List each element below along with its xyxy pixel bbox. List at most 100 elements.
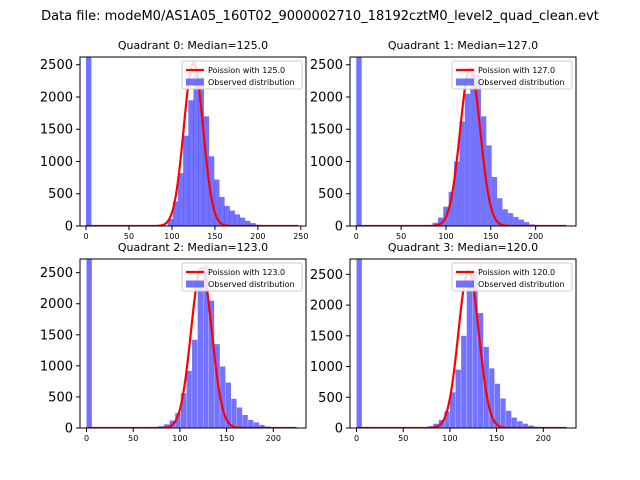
histogram-bar: [248, 419, 254, 428]
histogram-bar: [518, 219, 524, 226]
histogram-bar: [186, 370, 192, 428]
legend: Poission with 125.0 Observed distribution: [181, 60, 303, 90]
y-tick-label: 0: [65, 422, 73, 437]
histogram-bar: [193, 72, 199, 226]
histogram-bar: [259, 424, 265, 428]
histogram-bar: [523, 222, 530, 226]
histogram-bar: [466, 280, 473, 428]
figure-suptitle: Data file: modeM0/AS1A05_160T02_90000027…: [41, 9, 599, 24]
y-tick-label: 2500: [40, 266, 73, 281]
histogram-bar: [188, 100, 194, 226]
histogram-bar: [437, 217, 444, 226]
histogram-bar: [183, 135, 189, 226]
y-tick-label: 2000: [40, 90, 73, 105]
y-tick-label: 1500: [40, 123, 73, 138]
legend-patch-swatch: [186, 280, 204, 288]
histogram-bar: [522, 423, 529, 428]
x-tick-label: 100: [172, 434, 187, 443]
subplot-title: Quadrant 1: Median=127.0: [388, 39, 538, 52]
histogram-bar: [464, 93, 471, 226]
x-tick-label: 150: [483, 232, 498, 241]
histogram-bar: [203, 265, 209, 428]
histogram-bar: [502, 209, 508, 226]
y-tick-label: 1000: [310, 360, 343, 375]
plot-area: [86, 259, 297, 428]
legend-patch-swatch: [456, 280, 474, 288]
histogram-bar: [208, 300, 215, 428]
histogram-bar: [448, 191, 455, 226]
y-tick-label: 1500: [310, 329, 343, 344]
y-tick-label: 2000: [40, 297, 73, 312]
histogram-bar: [480, 116, 487, 226]
x-tick-label: 200: [536, 434, 551, 443]
histogram-bar: [454, 161, 460, 226]
histogram-bar: [208, 156, 215, 226]
x-tick-label: 100: [438, 232, 453, 241]
histogram-bar: [433, 423, 439, 428]
legend-label: Observed distribution: [478, 280, 565, 289]
subplot-quadrant-0: Quadrant 0: Median=125.00500100015002000…: [40, 39, 309, 241]
histogram-bar: [197, 282, 203, 428]
histogram-bar: [455, 369, 461, 428]
y-tick-label: 2000: [310, 299, 343, 314]
histogram-bar: [231, 398, 237, 428]
histogram-bar: [244, 220, 251, 226]
poisson-fit-line: [86, 266, 297, 428]
histogram-bar: [500, 398, 506, 428]
x-tick-label: 200: [528, 232, 543, 241]
y-tick-label: 500: [318, 391, 343, 406]
histogram-bar: [253, 422, 260, 428]
histogram-bar: [220, 366, 226, 428]
y-tick-label: 1000: [40, 359, 73, 374]
y-tick-label: 1500: [310, 123, 343, 138]
legend-patch-swatch: [186, 78, 204, 86]
histogram-bar: [494, 383, 501, 428]
histogram-bar: [491, 176, 498, 226]
histogram-bar: [459, 121, 465, 226]
y-tick-label: 1500: [40, 328, 73, 343]
axes-frame: [79, 56, 307, 227]
y-tick-label: 1000: [310, 155, 343, 170]
legend-box: [181, 60, 303, 90]
x-tick-label: 50: [396, 232, 406, 241]
histogram-bar: [470, 67, 476, 226]
histogram-bar: [511, 417, 517, 428]
legend-box: [181, 262, 303, 292]
y-tick-label: 500: [318, 187, 343, 202]
legend: Poission with 127.0 Observed distribution: [451, 60, 573, 90]
x-tick-label: 50: [128, 434, 138, 443]
legend-box: [451, 60, 573, 90]
histogram-bar: [86, 259, 92, 428]
histogram-bar: [214, 344, 220, 428]
x-tick-label: 50: [398, 434, 408, 443]
histogram-bar: [167, 218, 174, 226]
x-tick-label: 200: [266, 434, 281, 443]
x-tick-label: 200: [250, 232, 265, 241]
histogram-bar: [250, 223, 256, 226]
histogram-bar: [214, 179, 220, 226]
histogram-bar: [505, 410, 512, 428]
histogram-bar: [475, 74, 481, 226]
y-tick-label: 1000: [40, 155, 73, 170]
histogram-bar: [198, 76, 204, 226]
histogram-bar: [356, 57, 362, 226]
y-tick-label: 2000: [310, 90, 343, 105]
axes-frame: [349, 258, 577, 429]
y-tick-label: 500: [48, 390, 73, 405]
histogram-bar: [229, 210, 235, 226]
x-tick-label: 0: [83, 232, 88, 241]
histogram-bar: [164, 424, 170, 428]
histogram-bar: [239, 217, 246, 226]
histogram-bar: [180, 393, 187, 428]
histogram-bar: [444, 411, 450, 428]
legend-label: Poission with 127.0: [478, 66, 555, 75]
subplot-title: Quadrant 0: Median=125.0: [118, 39, 268, 52]
x-tick-label: 0: [354, 434, 359, 443]
legend: Poission with 120.0 Observed distribution: [451, 262, 573, 292]
y-tick-label: 2500: [40, 58, 73, 73]
histogram-bar: [489, 368, 495, 428]
subplot-quadrant-2: Quadrant 2: Median=123.00500100015002000…: [40, 241, 307, 443]
legend-label: Poission with 123.0: [208, 268, 285, 277]
histogram-bar: [497, 198, 503, 226]
x-tick-label: 50: [124, 232, 134, 241]
